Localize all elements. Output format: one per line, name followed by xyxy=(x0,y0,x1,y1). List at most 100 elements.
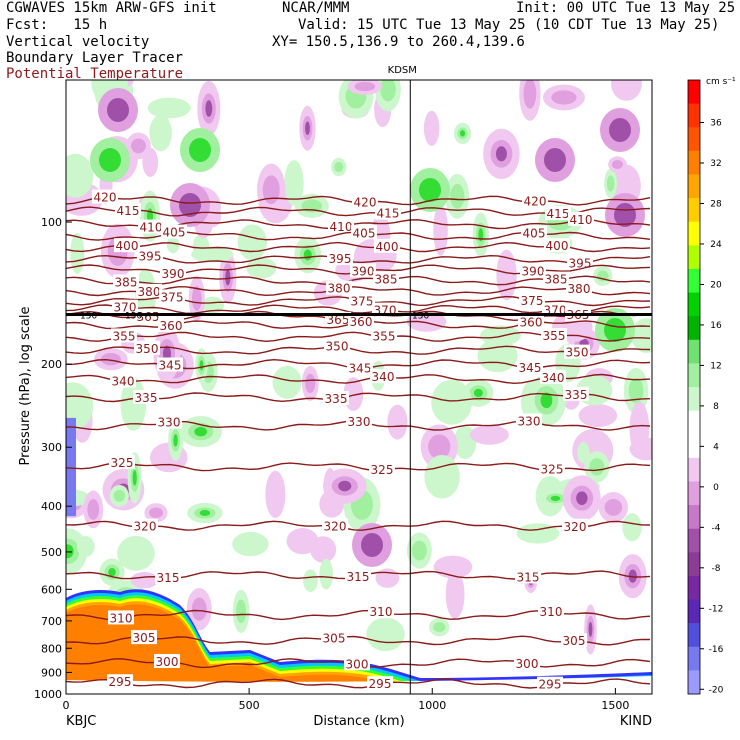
theta-label: 345 xyxy=(519,361,542,375)
vertical-velocity-cell xyxy=(246,257,277,279)
theta-label-bg xyxy=(515,569,541,584)
x-tick-label: 500 xyxy=(239,699,260,712)
vertical-velocity-cell xyxy=(544,148,566,172)
vertical-velocity-cell xyxy=(66,417,76,517)
x-axis-title: Distance (km) xyxy=(313,714,404,729)
vertical-velocity-cell xyxy=(361,533,383,557)
vertical-velocity-cell xyxy=(629,401,650,456)
theta-label: 390 xyxy=(522,265,545,279)
vertical-velocity-cell xyxy=(284,160,304,206)
colorbar-tick-label: 12 xyxy=(710,361,721,371)
vertical-velocity-cell xyxy=(428,434,451,459)
theta-label: 295 xyxy=(369,677,392,691)
vertical-velocity-cell xyxy=(99,148,121,172)
colorbar-swatch xyxy=(688,339,700,364)
vertical-velocity-cell xyxy=(132,470,137,486)
vertical-velocity-cell xyxy=(179,193,201,217)
x-tick-label: 1500 xyxy=(601,699,629,712)
theta-label: 390 xyxy=(352,264,375,278)
vertical-velocity-cell xyxy=(588,621,593,637)
theta-label-bg xyxy=(563,386,589,401)
theta-contour xyxy=(66,392,651,403)
colorbar-tick-label: 20 xyxy=(710,280,722,290)
theta-label-bg xyxy=(371,328,397,343)
vertical-velocity-cell xyxy=(194,426,208,437)
vertical-velocity-cell xyxy=(149,507,163,519)
header-org: NCAR/MMM xyxy=(282,0,350,16)
vertical-velocity-cell xyxy=(334,161,344,173)
vertical-velocity-cell xyxy=(166,236,180,254)
vertical-velocity-cell xyxy=(201,296,225,314)
vertical-velocity-cell xyxy=(303,569,318,592)
vertical-velocity-cell xyxy=(477,338,518,373)
vertical-velocity-cell xyxy=(173,434,178,447)
colorbar-tick-label: 36 xyxy=(710,119,722,129)
theta-label-bg xyxy=(109,454,135,469)
vertical-velocity-cell xyxy=(469,424,509,445)
theta-label-bg xyxy=(138,219,164,234)
theta-label-bg xyxy=(520,263,546,278)
vertical-velocity-cell xyxy=(199,360,204,371)
theta-label-bg xyxy=(374,238,400,253)
theta-label: 310 xyxy=(110,611,133,625)
y-tick-label: 100 xyxy=(41,216,62,229)
theta-label-bg xyxy=(156,414,182,429)
colorbar-swatch xyxy=(688,528,700,553)
vertical-velocity-cell xyxy=(577,442,590,464)
tropopause-label: 150 xyxy=(80,312,97,322)
theta-label: 310 xyxy=(370,605,393,619)
theta-label-bg xyxy=(351,225,377,240)
theta-label: 330 xyxy=(518,415,541,429)
vertical-velocity-cell xyxy=(424,454,460,499)
theta-label: 335 xyxy=(565,388,588,402)
vertical-velocity-cell xyxy=(237,224,268,261)
vertical-velocity-cell xyxy=(189,138,211,162)
colorbar-swatch xyxy=(688,457,700,482)
theta-label-bg xyxy=(350,263,376,278)
theta-label: 400 xyxy=(546,239,569,253)
vertical-velocity-cell xyxy=(445,570,465,619)
vertical-velocity-cell xyxy=(354,81,376,92)
theta-label: 355 xyxy=(113,329,136,343)
theta-label-bg xyxy=(324,338,350,353)
theta-label: 320 xyxy=(564,520,587,534)
theta-label: 295 xyxy=(539,678,562,692)
vertical-velocity-cell xyxy=(70,232,85,275)
theta-contour xyxy=(66,635,651,646)
theta-label-bg xyxy=(517,360,543,375)
colorbar-swatch xyxy=(688,174,700,199)
theta-label-bg xyxy=(111,328,137,343)
theta-label-bg xyxy=(352,194,378,209)
tropopause-label: 150 xyxy=(125,312,142,322)
theta-label-bg xyxy=(328,219,354,234)
theta-label-bg xyxy=(134,340,160,355)
colorbar-swatch xyxy=(688,505,700,530)
theta-label-bg xyxy=(326,280,352,295)
vertical-velocity-cell xyxy=(100,353,121,366)
colorbar-swatch xyxy=(688,198,700,223)
colorbar-tick-label: 4 xyxy=(713,442,719,452)
theta-label: 330 xyxy=(348,415,371,429)
vertical-velocity-cell xyxy=(423,110,440,146)
theta-label: 405 xyxy=(353,226,376,240)
theta-label: 350 xyxy=(326,340,349,354)
vertical-velocity-cell xyxy=(113,489,126,502)
y-tick-label: 300 xyxy=(41,441,62,454)
theta-label-bg xyxy=(136,283,162,298)
station-left: KBJC xyxy=(66,714,96,729)
colorbar-swatch xyxy=(688,292,700,317)
theta-label-bg xyxy=(155,569,181,584)
theta-label: 380 xyxy=(138,285,161,299)
vertical-velocity-cell xyxy=(459,130,466,137)
theta-label-bg xyxy=(345,568,371,583)
theta-label: 420 xyxy=(524,195,547,209)
theta-label: 370 xyxy=(114,301,137,315)
header-field3: Potential Temperature xyxy=(6,66,184,82)
theta-label: 340 xyxy=(372,370,395,384)
theta-label-bg xyxy=(561,633,587,648)
colorbar-tick-label: 28 xyxy=(710,199,722,209)
vertical-velocity-cell xyxy=(199,509,211,517)
vertical-velocity-cell xyxy=(375,568,400,588)
theta-label-bg xyxy=(112,299,138,314)
theta-label-bg xyxy=(114,238,140,253)
